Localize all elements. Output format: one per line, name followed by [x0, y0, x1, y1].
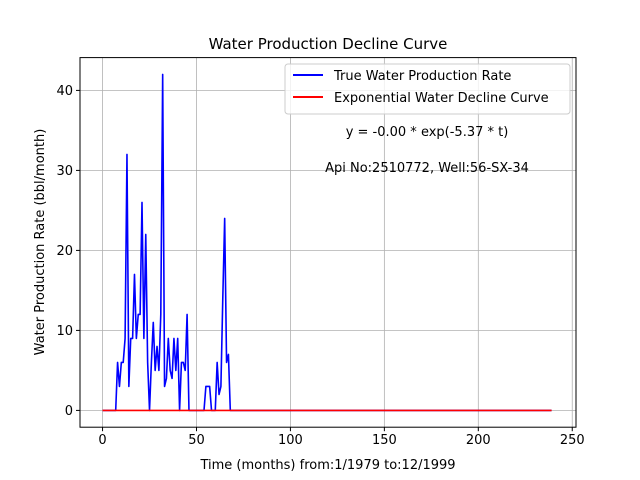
- legend: True Water Production Rate Exponential W…: [284, 63, 571, 115]
- x-tick-label: 100: [278, 433, 303, 448]
- y-axis-label: Water Production Rate (bbl/month): [33, 129, 48, 356]
- y-tick-label: 30: [56, 164, 73, 179]
- chart-title: Water Production Decline Curve: [209, 35, 448, 53]
- equation-annotation: y = -0.00 * exp(-5.37 * t): [346, 125, 509, 140]
- legend-label-true-rate: True Water Production Rate: [333, 69, 511, 84]
- y-axis-ticks: 0 10 20 30 40: [56, 84, 80, 419]
- legend-label-decline-curve: Exponential Water Decline Curve: [334, 91, 549, 106]
- well-info-annotation: Api No:2510772, Well:56-SX-34: [325, 161, 529, 176]
- legend-box: [284, 63, 571, 115]
- x-axis-label: Time (months) from:1/1979 to:12/1999: [199, 458, 455, 473]
- x-tick-label: 200: [466, 433, 491, 448]
- x-tick-label: 150: [372, 433, 397, 448]
- x-tick-label: 250: [560, 433, 585, 448]
- y-tick-label: 10: [56, 324, 73, 339]
- x-tick-label: 50: [188, 433, 205, 448]
- plot-series: [102, 73, 552, 412]
- x-axis-ticks: 0 50 100 150 200 250: [98, 427, 585, 448]
- y-tick-label: 40: [56, 84, 73, 99]
- y-tick-label: 20: [56, 244, 73, 259]
- y-tick-label: 0: [65, 404, 73, 419]
- x-tick-label: 0: [98, 433, 106, 448]
- plot-area-frame: [79, 57, 577, 428]
